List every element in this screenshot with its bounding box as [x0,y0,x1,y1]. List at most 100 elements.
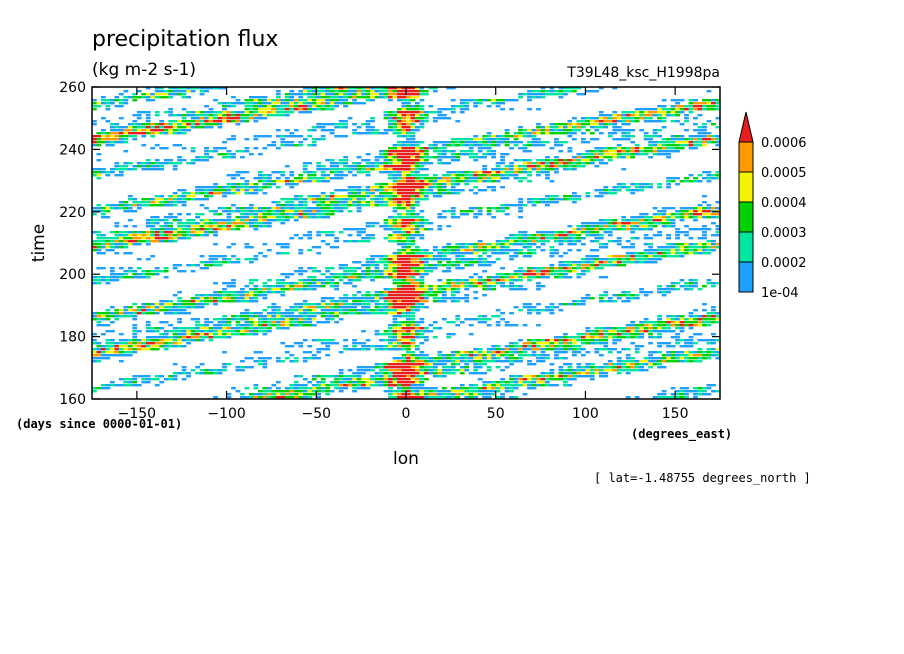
heatmap-cell [522,270,528,273]
heatmap-cell [383,237,389,240]
heatmap-cell [594,234,600,237]
heatmap-cell [96,348,102,351]
heatmap-cell [536,246,541,249]
heatmap-cell [414,252,420,255]
heatmap-cell [190,303,196,306]
heatmap-cell [172,372,178,375]
heatmap-cell [307,279,313,282]
heatmap-cell [388,363,393,366]
heatmap-cell [414,156,420,159]
heatmap-cell [504,351,510,354]
heatmap-cell [675,216,680,219]
heatmap-cell [666,213,671,216]
heatmap-cell [585,255,591,258]
heatmap-cell [163,345,169,348]
heatmap-cell [643,255,649,258]
heatmap-cell [410,384,416,387]
heatmap-cell [612,219,618,222]
heatmap-cell [684,249,689,252]
heatmap-cell [388,255,393,258]
heatmap-cell [213,225,218,228]
heatmap-cell [154,339,160,342]
heatmap-cell [419,333,425,336]
heatmap-cell [545,267,550,270]
heatmap-cell [293,375,299,378]
heatmap-cell [455,363,461,366]
heatmap-cell [388,147,393,150]
heatmap-cell [383,222,389,225]
heatmap-cell [374,381,380,384]
heatmap-cell [118,312,124,315]
heatmap-cell [540,285,546,288]
heatmap-cell [464,252,470,255]
heatmap-cell [177,228,183,231]
heatmap-cell [563,363,568,366]
heatmap-cell [684,318,689,321]
heatmap-cell [118,201,124,204]
heatmap-cell [100,210,106,213]
heatmap-cell [163,225,169,228]
heatmap-cell [392,324,398,327]
heatmap-cell [432,357,438,360]
heatmap-cell [190,318,196,321]
heatmap-cell [338,375,344,378]
heatmap-cell [284,177,290,180]
heatmap-cell [150,165,156,168]
heatmap-cell [253,147,259,150]
heatmap-cell [253,312,259,315]
heatmap-cell [343,276,348,279]
heatmap-cell [464,294,470,297]
heatmap-cell [406,390,411,393]
heatmap-cell [513,243,519,246]
heatmap-cell [213,297,218,300]
heatmap-cell [213,192,218,195]
heatmap-cell [181,159,187,162]
heatmap-cell [406,321,411,324]
heatmap-cell [293,381,299,384]
heatmap-cell [491,177,497,180]
heatmap-cell [670,216,676,219]
heatmap-cell [311,315,317,318]
heatmap-cell [186,225,191,228]
heatmap-cell [397,165,402,168]
heatmap-cell [450,369,456,372]
heatmap-cell [401,291,407,294]
heatmap-cell [540,273,546,276]
heatmap-cell [625,219,631,222]
heatmap-cell [347,168,353,171]
heatmap-cell [414,348,420,351]
heatmap-cell [482,360,488,363]
heatmap-cell [217,192,223,195]
heatmap-cell [311,384,317,387]
heatmap-cell [397,306,402,309]
heatmap-cell [666,345,671,348]
heatmap-cell [688,279,694,282]
heatmap-cell [159,198,165,201]
heatmap-cell [482,264,488,267]
heatmap-cell [132,225,138,228]
heatmap-cell [634,333,640,336]
heatmap-cell [666,207,671,210]
heatmap-cell [123,315,129,318]
heatmap-cell [527,162,532,165]
heatmap-cell [410,240,416,243]
heatmap-cell [204,261,209,264]
heatmap-cell [249,261,254,264]
heatmap-cell [657,183,662,186]
heatmap-cell [213,189,218,192]
heatmap-cell [289,354,295,357]
heatmap-cell [504,171,510,174]
heatmap-cell [527,363,532,366]
heatmap-cell [670,315,676,318]
heatmap-cell [697,213,703,216]
heatmap-cell [222,369,227,372]
heatmap-cell [204,222,209,225]
heatmap-cell [379,204,384,207]
heatmap-cell [495,321,501,324]
heatmap-cell [715,225,721,228]
heatmap-cell [455,255,461,258]
heatmap-cell [388,270,393,273]
heatmap-cell [343,228,348,231]
heatmap-cell [598,219,604,222]
heatmap-cell [240,207,245,210]
